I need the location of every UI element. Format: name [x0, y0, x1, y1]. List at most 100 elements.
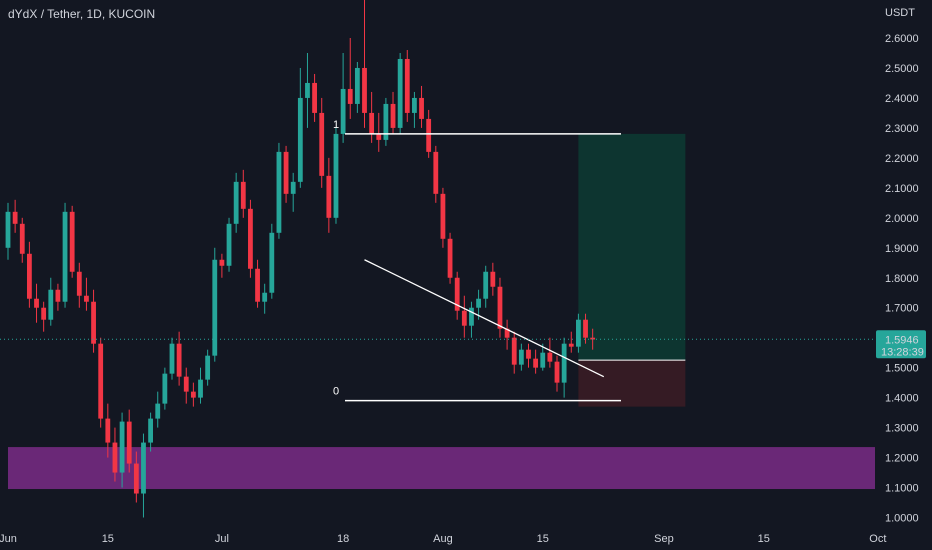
candle-body: [12, 211, 18, 224]
price-tick-label: 1.0000: [885, 513, 919, 525]
candle-body: [590, 337, 596, 340]
price-badge: [876, 330, 926, 359]
price-axis[interactable]: USDT 2.6000 2.5000 2.4000 2.3000 2.2000 2.1000…: [876, 7, 926, 525]
candle-body: [41, 307, 47, 320]
candle-body: [290, 181, 296, 194]
candle-body: [276, 151, 282, 233]
drawings-layer: 10: [0, 119, 875, 402]
trendline: [364, 259, 605, 378]
candle-body: [568, 343, 574, 347]
candle-body: [426, 118, 432, 152]
fib-level-label: 0: [333, 386, 339, 398]
candle-body: [354, 67, 360, 104]
candle-body: [526, 349, 531, 359]
candle-body: [183, 376, 189, 392]
price-tick-label: 1.8000: [885, 273, 919, 285]
candle-body: [98, 343, 104, 419]
fib-level-label: 1: [333, 119, 339, 131]
long-position-stop-zone: [578, 360, 686, 407]
candle-body: [34, 298, 39, 308]
candle-body: [490, 271, 496, 287]
candle-body: [533, 358, 539, 368]
candle-body: [297, 97, 303, 182]
candle-body: [333, 133, 339, 218]
price-tick-label: 1.3000: [885, 423, 919, 435]
candle-body: [55, 289, 61, 302]
time-tick-label: Jul: [215, 533, 229, 545]
time-tick-label: Sep: [654, 533, 674, 545]
candle-body: [169, 343, 175, 374]
candle-body: [497, 286, 503, 329]
candle-body: [126, 421, 132, 464]
candle-body: [69, 211, 75, 272]
time-tick-label: Aug: [433, 533, 453, 545]
candle-body: [419, 97, 424, 119]
price-tick-label: 2.1000: [885, 183, 919, 195]
candle-body: [540, 352, 546, 368]
time-tick-label: 18: [337, 533, 349, 545]
candle-body: [347, 88, 353, 104]
price-tick-label: 2.0000: [885, 213, 919, 225]
price-tick-label: 2.3000: [885, 123, 919, 135]
price-tick-label: 1.7000: [885, 303, 919, 315]
price-tick-label: 1.5000: [885, 363, 919, 375]
candle-body: [390, 103, 396, 128]
candle-body: [583, 319, 588, 338]
time-tick-label: 15: [537, 533, 549, 545]
candle-body: [198, 379, 203, 398]
candle-body: [305, 82, 310, 98]
candle-body: [19, 223, 25, 254]
candle-body: [233, 181, 239, 224]
candle-body: [269, 232, 275, 293]
candle-body: [561, 343, 567, 383]
demand-zone: [8, 447, 875, 490]
candle-body: [155, 403, 161, 419]
candle-body: [176, 343, 182, 377]
candle-body: [340, 88, 346, 134]
candle-body: [483, 271, 489, 299]
time-tick-label: Oct: [869, 533, 886, 545]
zone-layer: [8, 133, 875, 490]
candle-body: [547, 352, 553, 362]
candle-body: [141, 442, 146, 494]
candle-body: [476, 298, 481, 308]
candle-body: [226, 223, 232, 266]
candle-body: [248, 208, 253, 269]
price-tick-label: 1.4000: [885, 393, 919, 405]
price-badge-countdown: 13:28:39: [881, 346, 924, 358]
time-axis[interactable]: Jun15Jul18Aug15Sep15Oct17Nov: [0, 533, 932, 545]
candle-body: [48, 289, 54, 320]
candle-body: [212, 259, 218, 356]
candle-body: [62, 211, 68, 302]
candle-body: [397, 58, 403, 128]
candle-body: [255, 268, 260, 302]
candle-body: [469, 307, 474, 326]
candle-body: [162, 373, 168, 404]
candle-body: [205, 355, 211, 380]
candle-body: [5, 211, 11, 248]
candle-body: [148, 418, 153, 443]
candle-body: [369, 112, 375, 134]
candle-body: [554, 361, 560, 383]
long-position-target-zone: [578, 133, 686, 361]
candle-body: [412, 97, 417, 113]
candle-body: [576, 319, 581, 347]
candle-body: [91, 301, 96, 344]
candle-body: [461, 310, 467, 326]
candle-body: [362, 67, 367, 113]
candle-body: [312, 82, 317, 113]
candle-body: [219, 259, 225, 266]
candle-body: [511, 337, 517, 365]
price-badge-value: 1.5946: [885, 334, 919, 346]
candle-body: [326, 175, 332, 218]
candle-body: [262, 292, 268, 302]
candle-body: [376, 133, 382, 140]
candle-body: [433, 151, 439, 194]
candle-body: [76, 271, 82, 296]
candle-body: [454, 277, 460, 311]
candle-body: [440, 193, 446, 239]
price-tick-label: 2.5000: [885, 63, 919, 75]
candle-body: [112, 442, 118, 473]
candle-body: [190, 391, 196, 398]
